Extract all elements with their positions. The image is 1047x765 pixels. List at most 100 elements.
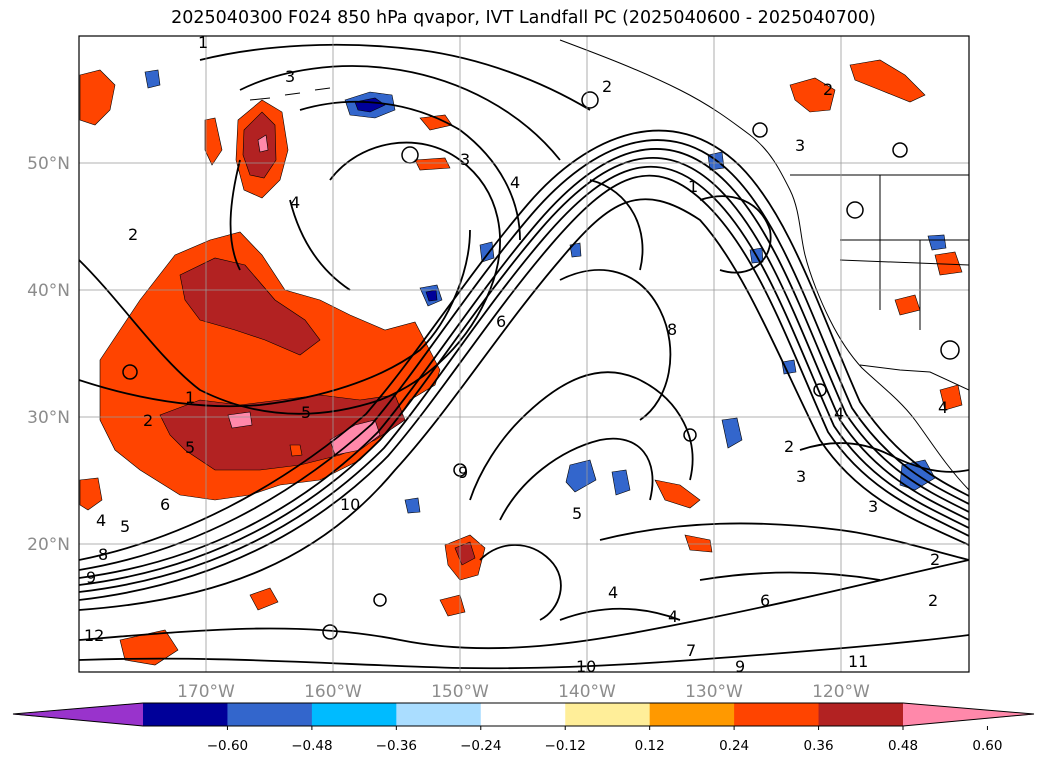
contour-line [799,442,969,473]
contour-label: 2 [928,591,938,610]
coastlines [249,39,969,491]
positive-anomaly-region [934,251,963,276]
lon-label: 140°W [558,682,616,702]
contour-label: 2 [128,225,138,244]
lat-label: 40°N [27,281,70,301]
lat-label: 30°N [27,408,70,428]
lat-label: 20°N [27,535,70,555]
colorbar-tick-label: −0.24 [460,738,501,754]
contour-label: 2 [823,80,833,99]
contour-line [589,179,644,271]
contour-line [752,122,768,138]
positive-anomaly-region [849,59,926,103]
colorbar-swatch [396,703,482,726]
positive-anomaly-region [204,117,223,166]
colorbar-tick-label: −0.12 [545,738,586,754]
contour-line [79,229,471,408]
negative-anomaly-region [927,234,947,251]
contour-line [79,165,969,593]
positive-anomaly-region [79,69,116,126]
contour-line [373,593,387,607]
positive-anomaly-region [414,157,451,171]
contour-line [122,364,138,380]
contour-line [699,195,772,274]
negative-anomaly-region [611,469,631,496]
small-contours [122,91,960,640]
negative-anomaly-region [781,359,797,375]
contour-line [559,269,672,421]
colorbar-swatch [565,703,651,726]
gridlines [79,36,969,672]
lon-label: 130°W [685,682,743,702]
contour-label: 9 [86,568,96,587]
colorbar-tick-label: −0.60 [207,738,248,754]
negative-anomaly-region [404,497,421,514]
contour-line [199,43,591,111]
contour-label: 8 [667,320,677,339]
contour-line [79,174,969,601]
map-title: 2025040300 F024 850 hPa qvapor, IVT Land… [171,8,876,28]
plot-frame [78,35,970,673]
lon-label: 120°W [812,682,870,702]
colorbar-extend-high [903,703,1034,726]
contour-label: 8 [98,545,108,564]
contour-label: 6 [496,312,506,331]
contour-label: 2 [602,77,612,96]
contour-line [322,624,338,640]
contour-label: 6 [760,591,770,610]
positive-anomaly-region [289,444,303,457]
contour-label: 4 [938,398,948,417]
lat-label: 50°N [27,154,70,174]
contour-line [892,142,908,158]
positive-anomaly-core [179,257,321,356]
contour-label: 2 [143,411,153,430]
colorbar-swatch [818,703,904,726]
positive-anomaly-region [654,479,701,509]
contour-line [229,159,241,271]
contour-line [813,383,827,397]
contour-line [289,199,351,291]
contour-line [79,198,969,611]
contour-line [940,340,960,360]
positive-anomaly-max [227,411,253,429]
contour-label: 3 [460,150,470,169]
contour-label: 12 [84,626,104,645]
contour-line [683,428,697,442]
colorbar-swatch [227,703,313,726]
contour-label: 11 [848,652,868,671]
contour-line [79,634,969,670]
contour-line [499,437,654,521]
colorbar-tick-label: 0.12 [635,738,665,754]
positive-anomaly-region [684,534,713,553]
contour-label: 4 [96,511,106,530]
contour-label: 6 [160,495,170,514]
contour-label: 5 [301,403,311,422]
contour-label: 4 [668,607,678,626]
contour-label: 7 [686,641,696,660]
colorbar-tick-label: 0.36 [804,738,834,754]
contour-line [79,139,969,571]
contour-label: 3 [868,497,878,516]
contour-label: 4 [834,404,844,423]
positive-anomaly-region [79,477,103,511]
positive-anomaly-max [257,134,269,153]
colorbar-swatch [649,703,735,726]
us-mexico-border [859,364,969,391]
colorbar-swatch [143,703,228,726]
latitude-labels: 50°N 40°N 30°N 20°N [27,154,70,555]
contour-line [846,201,864,219]
colorbar: −0.60 −0.48 −0.36 −0.24 −0.12 0.12 0.24 0.36 0.4… [12,702,1035,754]
lon-label: 170°W [177,682,235,702]
colorbar-extend-low [13,703,143,726]
colorbar-outline [12,702,1035,727]
contour-line [469,371,694,501]
contour-label: 4 [510,173,520,192]
contour-label: 9 [735,657,745,676]
contour-line [599,522,969,561]
ivt-contours [79,43,969,670]
positive-anomaly-region [439,594,466,617]
contour-line [559,607,681,621]
contour-label: 10 [340,495,360,514]
colorbar-tick-label: −0.48 [291,738,332,754]
